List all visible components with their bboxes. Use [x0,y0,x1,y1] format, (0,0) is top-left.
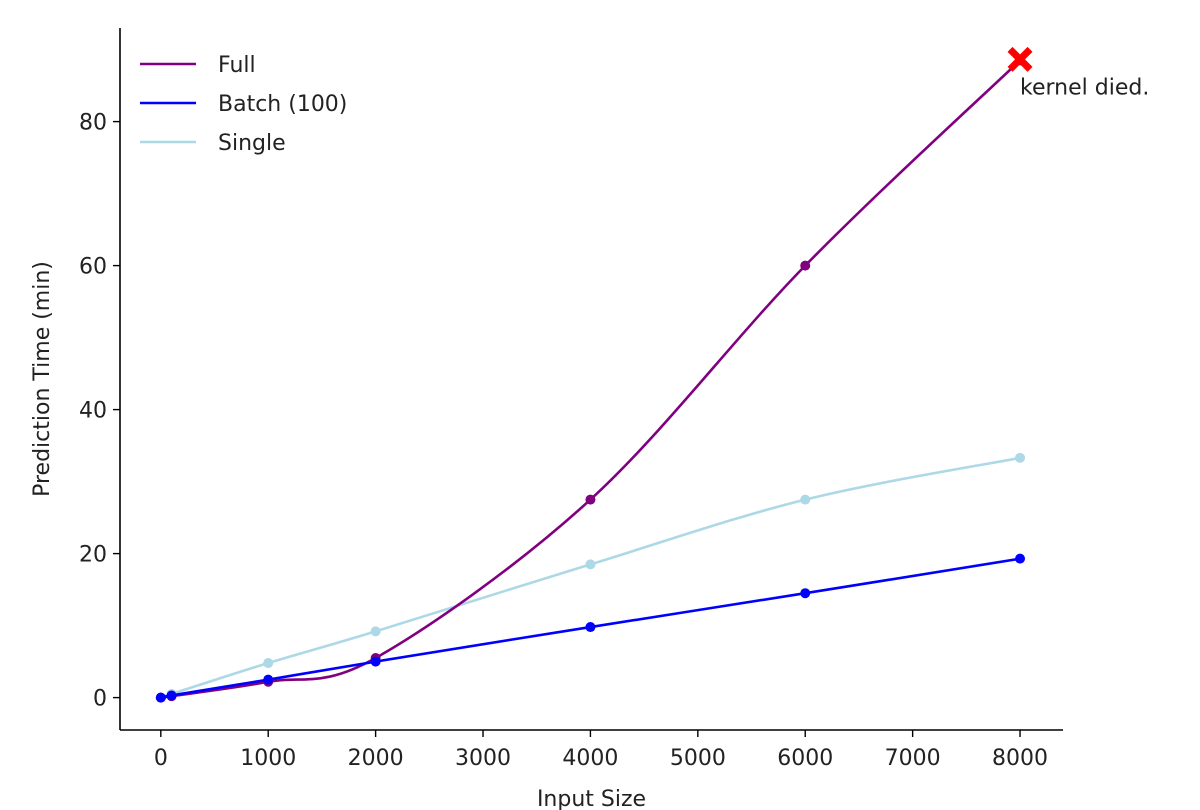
x-tick-label: 8000 [992,746,1048,771]
x-tick-label: 6000 [777,746,833,771]
data-point [166,690,177,701]
data-point [370,656,381,667]
series-line [158,59,1021,700]
kernel-died-marker [1007,46,1033,72]
x-tick-label: 1000 [240,746,296,771]
data-point [263,658,274,669]
x-marker-stroke [1007,46,1033,72]
y-tick-label: 80 [79,111,107,136]
data-point [585,494,596,505]
y-axis-label: Prediction Time (min) [30,261,55,497]
series-line [158,557,1021,699]
data-point [1015,452,1026,463]
data-point [800,494,811,505]
x-tick-label: 4000 [562,746,618,771]
data-point [1015,553,1026,564]
series-batch-100 [155,553,1026,703]
y-tick-label: 20 [79,543,107,568]
series-line [158,456,1021,700]
y-tick-label: 0 [93,687,107,712]
x-ticks: 0 1000 2000 3000 4000 5000 6000 7000 8000 [154,730,1048,771]
x-axis-label: Input Size [537,787,646,810]
kernel-died-annotation: kernel died. [1020,75,1149,100]
legend-label: Full [218,53,256,78]
legend: Full Batch (100) Single [140,53,347,156]
data-point [800,260,811,271]
data-point [370,626,381,637]
data-point [585,622,596,633]
annotation-layer: kernel died. [1007,46,1149,100]
legend-entry: Single [140,131,286,156]
y-tick-label: 60 [79,255,107,280]
data-point [800,588,811,599]
data-point [263,674,274,685]
x-tick-label: 3000 [455,746,511,771]
y-ticks: 0 20 40 60 80 [79,111,120,712]
data-point [155,692,166,703]
data-point [585,559,596,570]
legend-entry: Batch (100) [140,92,347,117]
legend-label: Single [218,131,286,156]
series-full [155,55,1026,703]
axes [119,28,1063,731]
y-tick-label: 40 [79,399,107,424]
x-tick-label: 5000 [670,746,726,771]
x-tick-label: 2000 [348,746,404,771]
legend-label: Batch (100) [218,92,347,117]
x-tick-label: 0 [154,746,168,771]
series-layer [155,55,1026,703]
x-tick-label: 7000 [885,746,941,771]
legend-entry: Full [140,53,256,78]
